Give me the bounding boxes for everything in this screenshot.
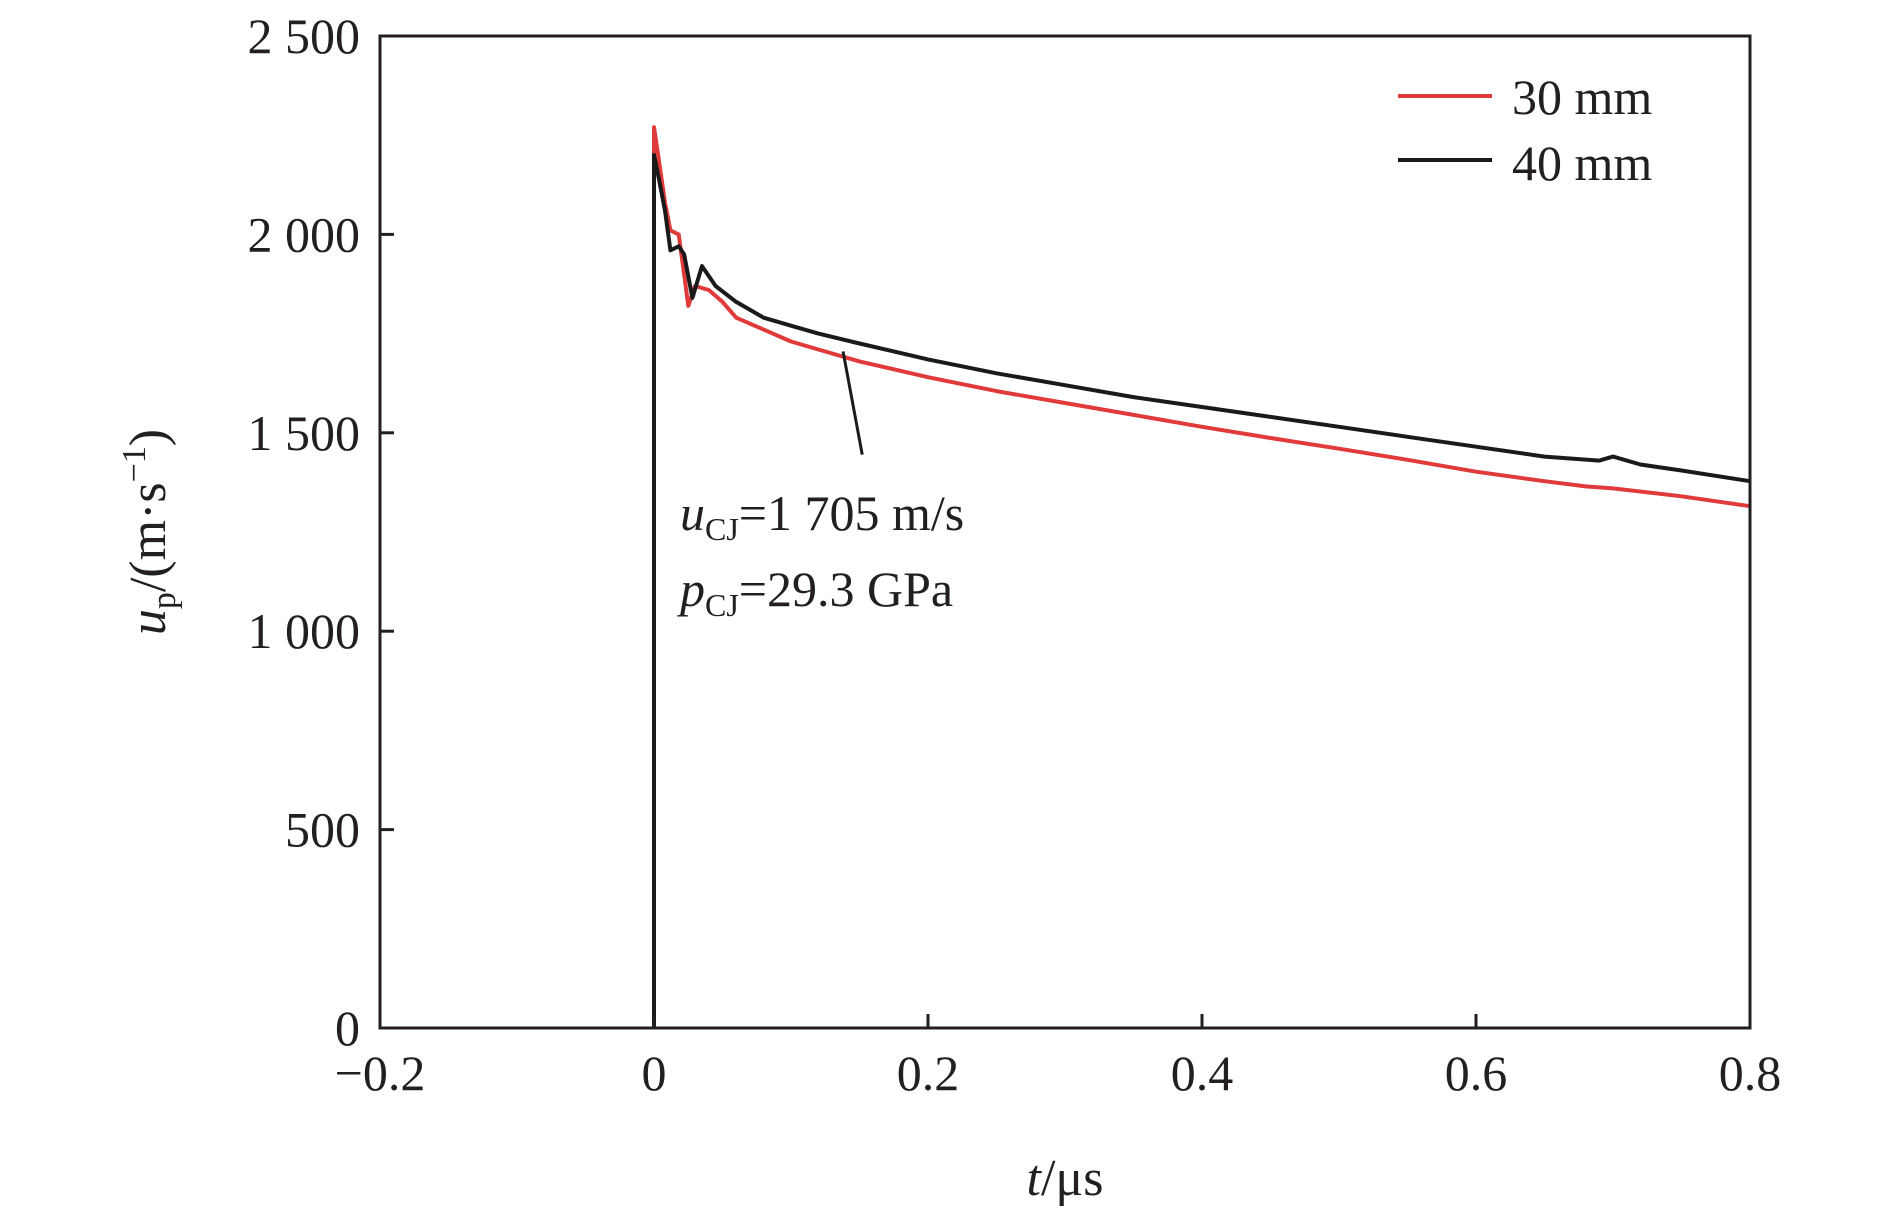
y-tick-label: 500	[285, 802, 360, 858]
plot-frame	[378, 34, 1752, 1030]
x-tick-label: 0.4	[1171, 1045, 1234, 1101]
series-line-40mm	[652, 153, 1751, 1028]
annotation-ucj: uCJ=1 705 m/s	[680, 485, 964, 547]
x-tick-label: 0.2	[897, 1045, 960, 1101]
annotation-ucj-sub: CJ	[705, 511, 739, 547]
x-axis-var: t	[1026, 1150, 1042, 1207]
annotation-pcj-sub: CJ	[705, 587, 739, 623]
x-tick-label: −0.2	[335, 1045, 426, 1101]
y-tick-label: 1 500	[248, 405, 361, 461]
annotation-leader-line	[841, 351, 864, 455]
x-axis: −0.2 0 0.2 0.4 0.6 0.8	[335, 1014, 1782, 1101]
series-line-30mm	[652, 125, 1751, 1028]
y-axis-unit-pre: /(m·s	[120, 482, 177, 592]
y-axis-unit-post: )	[120, 429, 177, 446]
annotation-pcj-text: =29.3 GPa	[739, 561, 953, 617]
y-tick-label: 2 000	[248, 206, 361, 262]
legend-label-30mm: 30 mm	[1512, 69, 1652, 125]
y-tick-label: 0	[335, 1000, 360, 1056]
legend-label-40mm: 40 mm	[1512, 135, 1652, 191]
x-axis-unit: /μs	[1041, 1150, 1104, 1207]
annotation-pcj-var: p	[677, 561, 705, 617]
y-tick-label: 1 000	[248, 603, 361, 659]
x-axis-title: t/μs	[1026, 1150, 1103, 1207]
series-layer	[652, 125, 1751, 1028]
x-tick-label: 0	[642, 1045, 667, 1101]
y-axis-sup: −1	[116, 446, 153, 482]
annotation-pcj: pCJ=29.3 GPa	[677, 561, 953, 623]
legend: 30 mm 40 mm	[1398, 69, 1652, 191]
x-tick-label: 0.8	[1719, 1045, 1782, 1101]
y-tick-label: 2 500	[248, 8, 361, 64]
y-axis: 0 500 1 000 1 500 2 000 2 500	[248, 8, 394, 1056]
y-axis-var: u	[120, 609, 177, 635]
annotation-ucj-text: =1 705 m/s	[739, 485, 964, 541]
x-tick-label: 0.6	[1445, 1045, 1508, 1101]
annotation-ucj-var: u	[680, 485, 705, 541]
y-axis-title: up/(m·s−1)	[116, 429, 183, 635]
y-axis-sub: p	[146, 592, 183, 609]
